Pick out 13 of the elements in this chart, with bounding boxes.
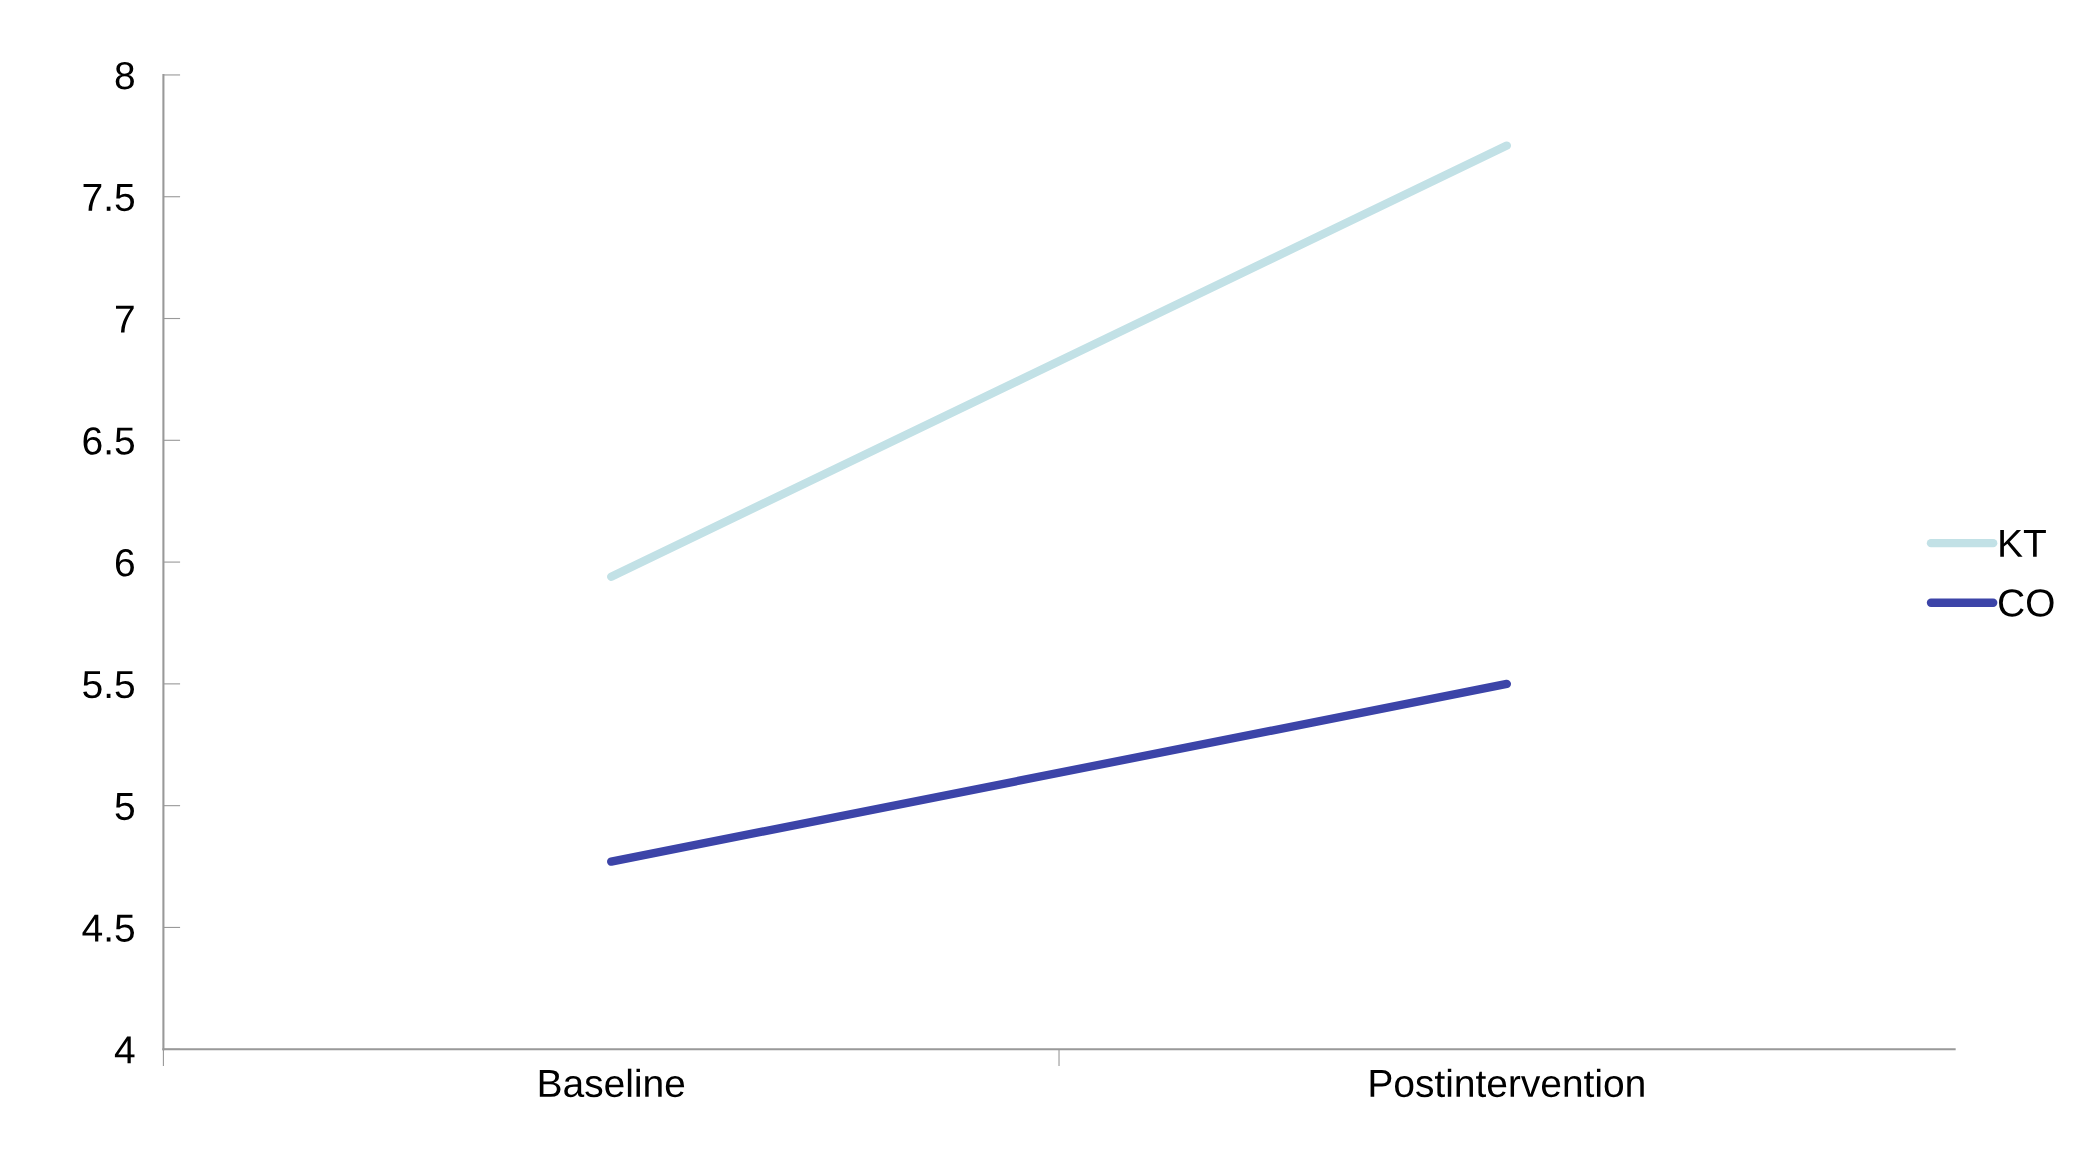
y-tick-label: 4.5 xyxy=(82,914,135,942)
y-tick-label: 7 xyxy=(116,305,134,333)
legend-label: KT xyxy=(2000,530,2046,557)
y-tick-label: 8 xyxy=(115,61,134,90)
x-tick-label: Baseline xyxy=(539,1068,685,1098)
legend-label: CO xyxy=(1999,589,2054,617)
y-tick-label: 4 xyxy=(114,1036,135,1064)
x-tick-label: Postintervention xyxy=(1370,1068,1644,1098)
y-tick-label: 6.5 xyxy=(83,427,135,455)
y-tick-label: 6 xyxy=(115,549,134,577)
y-tick-label: 5 xyxy=(115,793,134,821)
y-tick-label: 5.5 xyxy=(83,671,135,699)
y-tick-label: 7.5 xyxy=(83,184,135,212)
